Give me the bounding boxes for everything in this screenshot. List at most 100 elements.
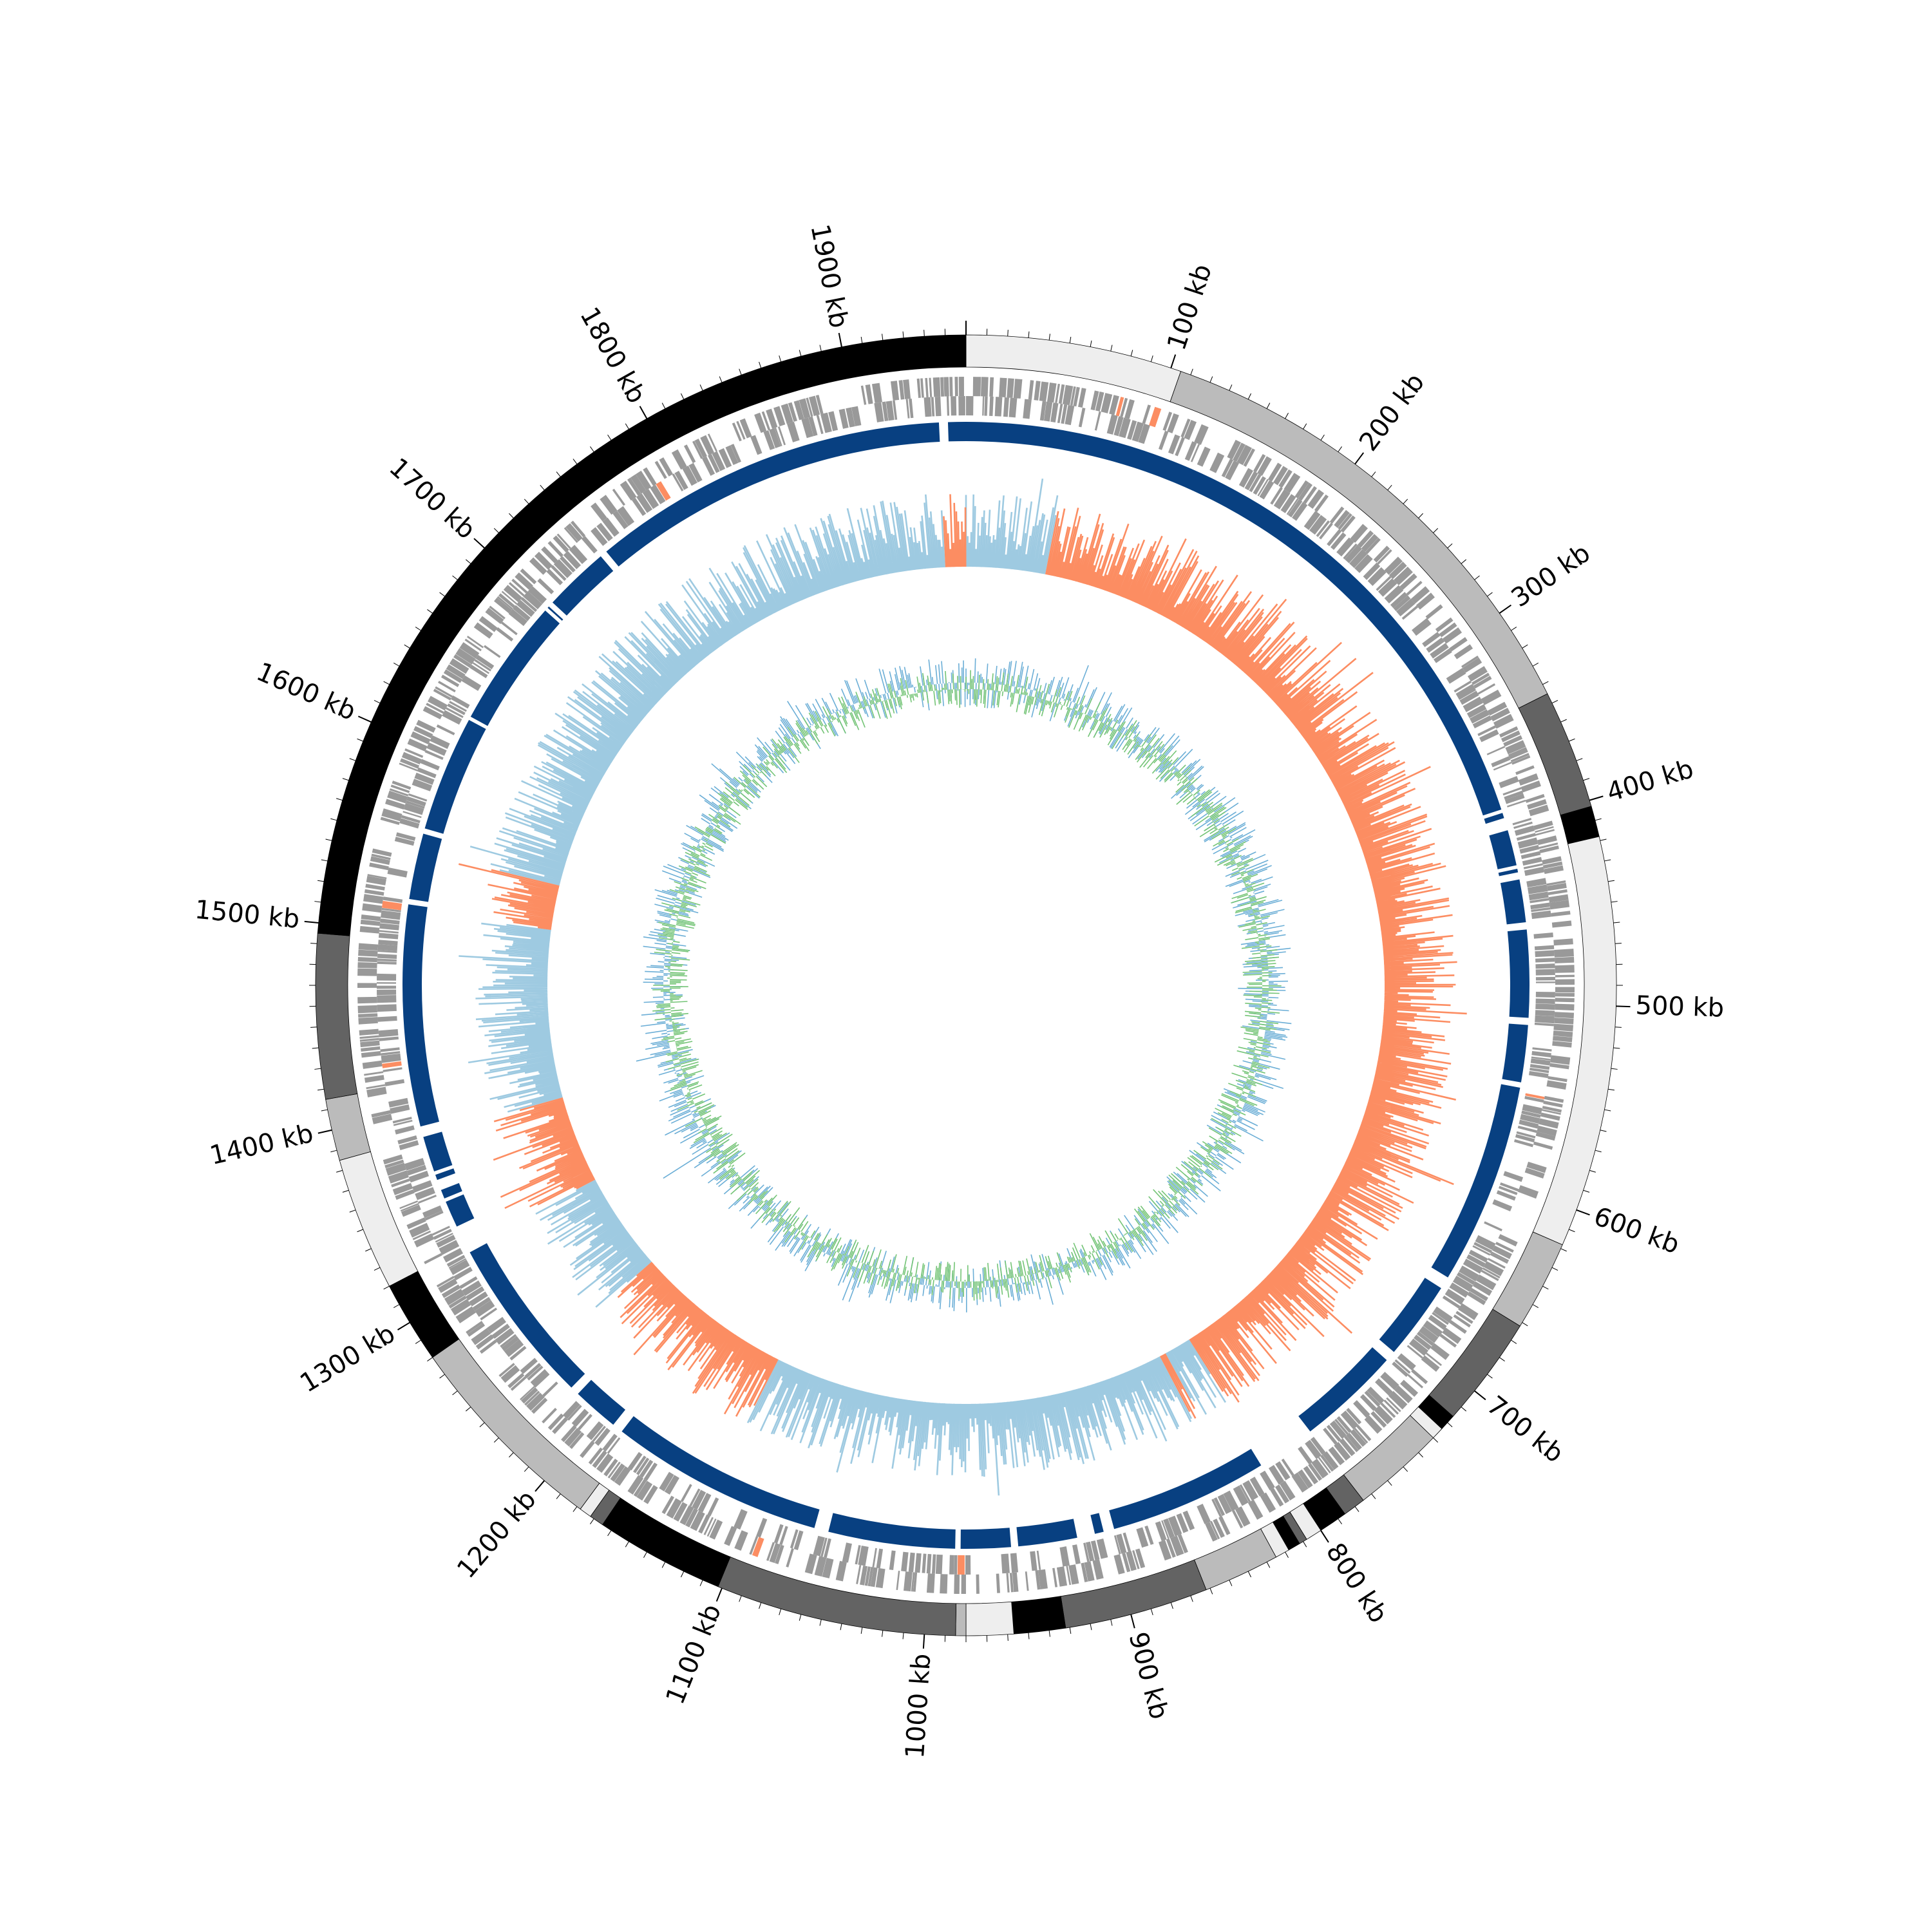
alignment-block [440,1183,462,1198]
gene-reverse [931,1554,936,1574]
gene-reverse [435,1233,453,1243]
alignment-block [947,422,966,442]
gene-forward [1177,1533,1188,1553]
minor-tick [1604,1109,1611,1112]
gene-reverse [901,1551,909,1572]
gene-reverse [1422,632,1441,647]
gene-reverse [816,415,824,435]
gene-reverse [1492,1199,1513,1211]
gene-reverse [612,510,629,529]
minor-tick [374,1267,381,1271]
gene-forward [1307,489,1325,509]
minor-tick [882,1630,884,1637]
gene-reverse [475,654,495,670]
gene-reverse [495,1328,515,1345]
gene-reverse [1401,605,1419,620]
gene-forward [671,449,687,470]
gene-reverse [1072,1544,1081,1564]
minor-tick [625,1541,629,1548]
gene-reverse [1310,1437,1326,1455]
gene-forward [911,1572,915,1592]
gene-forward [552,1417,568,1434]
gene-forward [1052,1567,1058,1587]
gene-reverse [1504,793,1525,804]
minor-tick [1303,423,1307,430]
minor-tick [1170,1602,1173,1609]
minor-tick [314,1068,321,1070]
gene-reverse [1528,891,1549,901]
gene-reverse [697,1493,712,1513]
minor-tick [1604,859,1611,862]
gene-reverse [404,1158,425,1171]
gene-forward [1247,1499,1264,1520]
gene-reverse [447,703,466,715]
gene-reverse [1392,1361,1409,1378]
gene-forward [1461,655,1479,668]
gene-forward [661,1495,675,1515]
minor-tick [357,738,364,742]
gene-forward [659,457,674,477]
gene-reverse [472,1296,491,1311]
gene-forward [1442,627,1463,644]
minor-tick [799,1614,802,1621]
gene-forward [1528,804,1549,817]
gene-reverse [1522,857,1542,866]
gene-forward [673,1502,688,1522]
gene-reverse [1430,643,1449,659]
gene-forward [1548,894,1569,903]
minor-tick [902,331,904,338]
gene-forward [698,1514,710,1534]
gene-forward [416,719,436,733]
gene-reverse [1534,945,1555,951]
gene-reverse [377,958,397,962]
gene-forward [736,421,746,440]
gene-forward [409,1222,430,1238]
gene-forward [666,1498,682,1519]
minor-tick [1190,368,1193,375]
minor-tick [1551,1267,1558,1271]
gene-forward [856,1564,862,1584]
gene-reverse [1524,1095,1544,1103]
gene-reverse [1468,1249,1488,1263]
gene-forward [390,784,410,793]
minor-tick [317,880,325,882]
minor-tick [573,459,578,464]
gene-forward [503,585,523,603]
gene-forward [786,1548,794,1567]
gene-reverse [516,600,535,618]
gene-forward [400,1203,419,1212]
gene-forward [1278,469,1293,488]
gene-forward [1291,1472,1309,1493]
minor-tick [330,1150,337,1153]
gene-reverse [381,910,401,920]
gene-forward [898,380,905,400]
gene-forward [612,488,626,506]
gene-reverse [1459,690,1479,705]
minor-tick [1190,1595,1193,1602]
gene-reverse [1316,520,1331,537]
gene-reverse [1444,1289,1465,1305]
major-tick [922,1634,925,1649]
gene-reverse [712,451,726,471]
gene-forward [413,1233,435,1248]
gene-forward [395,1189,415,1200]
minor-tick [1595,1150,1602,1153]
gene-reverse [1528,1071,1549,1079]
gene-forward [1132,1549,1140,1569]
minor-tick [573,1506,578,1512]
tick-label-200kb: 200 kb [1354,368,1430,457]
gene-forward [1520,780,1541,793]
gene-reverse [1455,683,1477,700]
gene-forward [547,1413,564,1430]
gene-reverse [415,1187,435,1200]
gene-reverse [1452,1275,1473,1292]
minor-tick [330,818,337,821]
gene-reverse [1500,1182,1519,1192]
gene-reverse [1502,787,1522,796]
gene-forward [410,731,431,744]
gene-forward [407,738,428,752]
alignment-block [1500,879,1526,925]
gene-reverse [1531,1050,1551,1057]
alignment-block [1507,929,1530,1018]
gene-forward [1350,1429,1367,1447]
